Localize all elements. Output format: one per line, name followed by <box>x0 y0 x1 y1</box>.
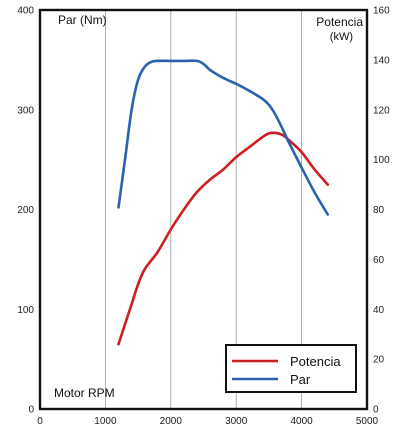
right-tick-label-100: 100 <box>373 155 390 166</box>
x-tick-label-3000: 3000 <box>225 416 248 427</box>
right-tick-label-160: 160 <box>373 6 390 17</box>
tick-labels: 0 1000 2000 3000 4000 50000100200300400020406… <box>17 6 390 428</box>
x-tick-label-1000: 1000 <box>94 416 117 427</box>
series-line-par <box>117 59 330 216</box>
plot-frame <box>38 8 369 411</box>
left-tick-label-400: 400 <box>17 6 34 17</box>
series-layer <box>117 59 330 346</box>
left-tick-label-0: 0 <box>28 405 34 416</box>
legend-label-potencia: Potencia <box>290 354 341 369</box>
series-line-potencia <box>117 131 330 346</box>
left-tick-label-300: 300 <box>17 105 34 116</box>
right-axis-title: Potencia <box>316 15 363 29</box>
left-tick-label-100: 100 <box>17 305 34 316</box>
legend: Potencia Par <box>225 344 357 393</box>
right-tick-label-20: 20 <box>373 355 385 366</box>
right-tick-label-80: 80 <box>373 205 385 216</box>
legend-box <box>225 344 357 393</box>
right-tick-label-40: 40 <box>373 305 385 316</box>
legend-label-par: Par <box>290 372 311 387</box>
x-tick-label-4000: 4000 <box>290 416 313 427</box>
x-tick-label-5000: 5000 <box>356 416 379 427</box>
left-tick-label-200: 200 <box>17 205 34 216</box>
left-axis-title: Par (Nm) <box>58 13 107 27</box>
grid <box>105 10 303 409</box>
x-tick-label-0: 0 <box>37 416 43 427</box>
right-tick-label-140: 140 <box>373 55 390 66</box>
right-axis-unit: (kW) <box>330 31 353 43</box>
right-tick-label-0: 0 <box>373 405 379 416</box>
x-axis-title: Motor RPM <box>54 386 115 400</box>
right-tick-label-120: 120 <box>373 105 390 116</box>
x-tick-label-2000: 2000 <box>160 416 183 427</box>
right-tick-label-60: 60 <box>373 255 385 266</box>
